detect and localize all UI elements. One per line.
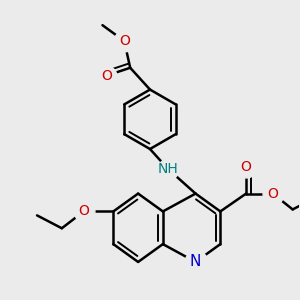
Text: O: O bbox=[267, 187, 278, 201]
Text: NH: NH bbox=[158, 162, 178, 176]
Text: O: O bbox=[119, 34, 130, 48]
Text: O: O bbox=[78, 204, 89, 218]
Text: N: N bbox=[190, 254, 201, 269]
Text: O: O bbox=[101, 69, 112, 83]
Text: O: O bbox=[241, 160, 251, 174]
